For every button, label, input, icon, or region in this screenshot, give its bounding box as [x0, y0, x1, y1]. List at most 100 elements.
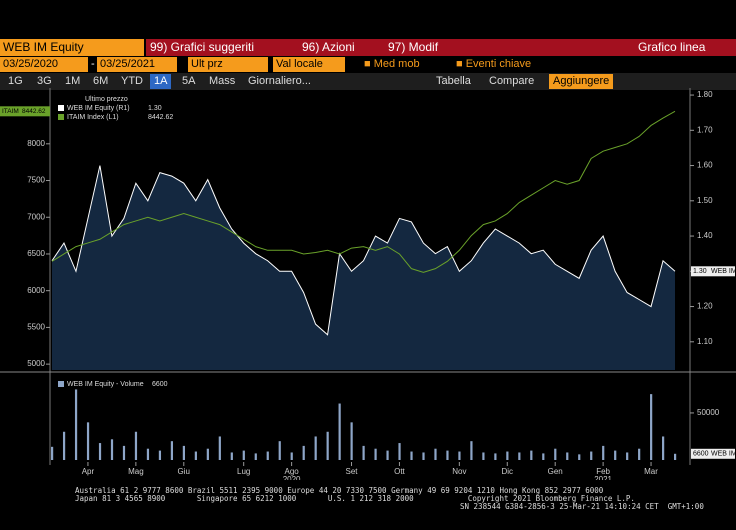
x-year-label: 2020 — [283, 475, 301, 480]
function-title: Grafico linea — [638, 40, 706, 54]
volume-bar — [110, 439, 114, 460]
period-button[interactable]: Mass — [209, 75, 236, 87]
y2-tick-label: 1.50 — [697, 196, 713, 205]
y-tick-label: 7000 — [27, 212, 45, 221]
volume-bar — [458, 451, 461, 460]
legend-label: WEB IM Equity (R1) — [67, 105, 130, 112]
last-tag — [0, 106, 50, 117]
period-button[interactable]: 5A — [182, 75, 196, 87]
last-tag-value: 1.30 — [693, 268, 707, 275]
period-button[interactable]: 1A — [150, 74, 172, 89]
volume-bar — [62, 431, 66, 460]
x-tick-label: Ago — [284, 467, 299, 476]
end-date[interactable]: 03/25/2021 — [97, 57, 177, 72]
period-button[interactable]: 1G — [8, 75, 23, 87]
volume-bar — [578, 454, 581, 460]
volume-bar — [350, 422, 353, 460]
legend-swatch — [58, 114, 64, 120]
last-tag-name: WEB IM — [711, 451, 736, 458]
x-tick-label: Set — [346, 467, 359, 476]
start-date[interactable]: 03/25/2020 — [0, 57, 88, 72]
last-tag-name: ITAIM — [2, 108, 19, 115]
y-tick-label: 7500 — [27, 176, 45, 185]
volume-bar — [422, 452, 425, 460]
volume-bar — [530, 450, 533, 460]
volume-bar — [374, 448, 377, 460]
x-year-label: 2021 — [594, 475, 612, 480]
y-tick-label: 5000 — [27, 359, 45, 368]
volume-bar — [338, 403, 341, 460]
volume-bar — [518, 452, 521, 460]
volume-bar — [662, 436, 665, 460]
y-tick-label: 5500 — [27, 323, 45, 332]
x-tick-label: Mag — [128, 467, 144, 476]
volume-bar — [674, 453, 677, 460]
volume-bar — [170, 441, 174, 460]
menu-item[interactable]: 99) Grafici suggeriti — [150, 40, 255, 54]
legend-swatch — [58, 105, 64, 111]
dash: - — [91, 58, 95, 70]
y2-tick-label: 1.40 — [697, 231, 713, 240]
volume-bar — [326, 431, 329, 460]
security-field[interactable]: WEB IM Equity — [0, 39, 144, 56]
volume-bar — [470, 441, 473, 460]
option[interactable]: ■ Med mob — [364, 58, 420, 70]
legend-title: Ultimo prezzo — [85, 96, 128, 103]
volume-bar — [506, 451, 509, 460]
last-tag — [691, 448, 735, 459]
volume-bar — [590, 451, 593, 460]
menu-item[interactable]: 96) Azioni — [302, 40, 355, 54]
option[interactable]: ■ Eventi chiave — [456, 58, 532, 70]
volume-bar — [542, 453, 545, 460]
volume-bar — [314, 436, 317, 460]
legend-value: 6600 — [152, 381, 168, 388]
price-line — [51, 165, 676, 336]
y2-tick-label: 50000 — [697, 408, 720, 417]
volume-bar — [290, 452, 293, 460]
footer-line: SN 238544 G384-2856-3 25-Mar-21 14:10:24… — [460, 502, 704, 511]
volume-bar — [278, 441, 281, 460]
add-button[interactable]: Aggiungere — [549, 74, 614, 89]
y-tick-label: 8000 — [27, 139, 45, 148]
volume-bar — [602, 445, 605, 460]
legend-value: 1.30 — [148, 105, 162, 112]
period-button[interactable]: YTD — [121, 75, 143, 87]
volume-bar — [74, 389, 78, 460]
volume-bar — [182, 445, 185, 460]
volume-bar — [398, 443, 401, 460]
volume-bar — [98, 443, 102, 460]
last-tag-value: 6600 — [693, 451, 709, 458]
y2-tick-label: 1.60 — [697, 161, 713, 170]
volume-bar — [122, 445, 126, 460]
volume-bar — [386, 450, 389, 460]
x-tick-label: Dic — [501, 467, 513, 476]
y2-tick-label: 1.80 — [697, 90, 713, 99]
period-button[interactable]: 3G — [37, 75, 52, 87]
y-tick-label: 6000 — [27, 286, 45, 295]
volume-bar — [446, 450, 449, 460]
compare-button[interactable]: Compare — [489, 75, 535, 87]
period-button[interactable]: 6M — [93, 75, 109, 87]
volume-bar — [434, 448, 437, 460]
legend-value: 8442.62 — [148, 114, 173, 121]
period-button[interactable]: 1M — [65, 75, 81, 87]
last-tag-value: 8442.62 — [22, 108, 46, 115]
x-tick-label: Nov — [452, 467, 466, 476]
price-line — [51, 110, 676, 273]
table-button[interactable]: Tabella — [436, 75, 471, 87]
footer-line: Australia 61 2 9777 8600 Brazil 5511 239… — [75, 486, 604, 495]
x-tick-label: Giu — [178, 467, 190, 476]
option-label: Med mob — [373, 58, 420, 70]
legend-label: WEB IM Equity - Volume — [67, 381, 144, 388]
volume-bar — [266, 451, 269, 460]
frequency[interactable]: Giornaliero... — [248, 75, 311, 87]
volume-bar — [482, 452, 485, 460]
y2-tick-label: 1.20 — [697, 302, 713, 311]
field-select[interactable]: Ult prz — [188, 57, 268, 72]
menu-item[interactable]: 97) Modif — [388, 40, 439, 54]
currency-select[interactable]: Val locale — [273, 57, 345, 72]
volume-bar — [254, 453, 257, 460]
volume-bar — [494, 453, 497, 460]
footer-line: Japan 81 3 4565 8900 Singapore 65 6212 1… — [75, 494, 635, 503]
